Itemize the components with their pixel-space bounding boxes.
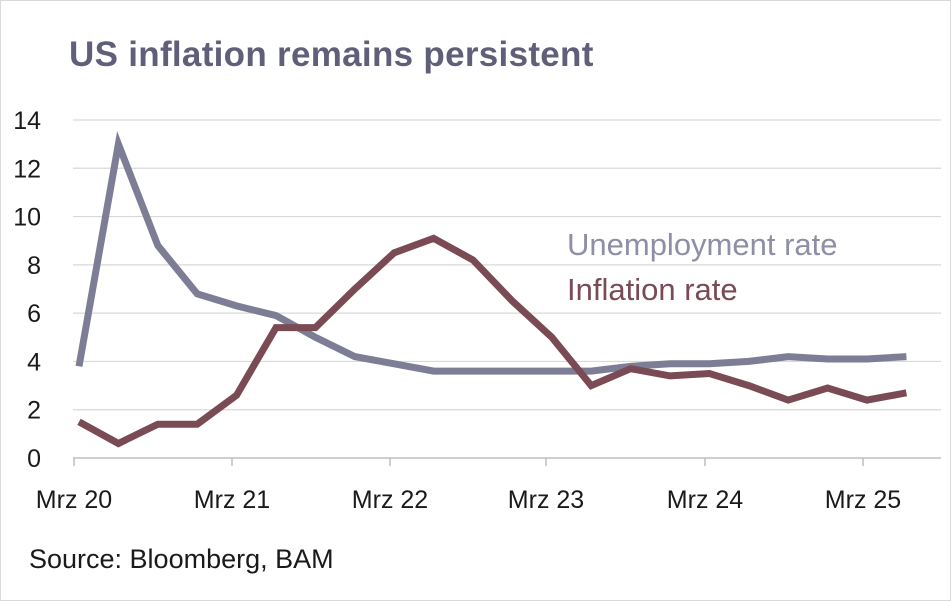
x-tick-label: Mrz 24 [667, 486, 744, 514]
y-tick-label: 12 [13, 155, 41, 183]
y-tick-label: 8 [27, 252, 41, 280]
series-lines [75, 131, 908, 448]
unemployment-rate-line [75, 131, 907, 375]
y-tick-label: 4 [27, 348, 41, 376]
x-tick-label: Mrz 21 [194, 486, 270, 514]
source-note: Source: Bloomberg, BAM [29, 544, 334, 574]
inflation-rate-line [77, 234, 908, 448]
x-tick-label: Mrz 23 [508, 486, 584, 514]
y-tick-label: 0 [27, 445, 41, 473]
x-tick-label: Mrz 20 [36, 486, 112, 514]
grid-lines [73, 119, 941, 411]
x-axis-tick-labels: Mrz 20 Mrz 21 Mrz 22 Mrz 23 Mrz 24 Mrz 25 [36, 458, 901, 514]
x-tick-label: Mrz 25 [825, 486, 901, 514]
y-tick-label: 2 [27, 397, 41, 425]
y-tick-label: 6 [27, 300, 41, 328]
x-tick-label: Mrz 22 [352, 486, 428, 514]
y-tick-label: 10 [13, 204, 41, 232]
y-axis-tick-labels: 0 2 4 6 8 10 12 14 [13, 107, 41, 473]
legend-unemployment-rate: Unemployment rate [567, 227, 838, 262]
legend-inflation-rate: Inflation rate [567, 272, 738, 307]
legend: Unemployment rate Inflation rate [567, 227, 838, 307]
chart-title: US inflation remains persistent [69, 35, 594, 74]
y-tick-label: 14 [13, 107, 41, 135]
